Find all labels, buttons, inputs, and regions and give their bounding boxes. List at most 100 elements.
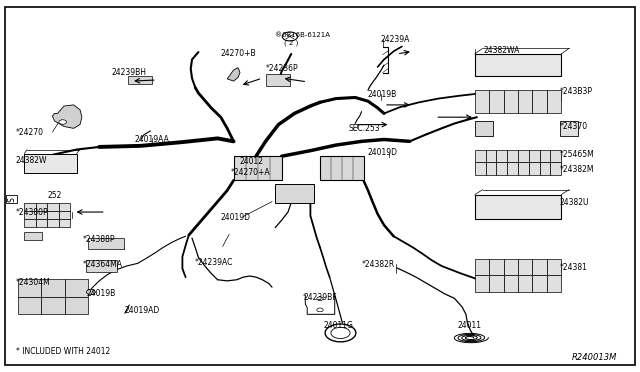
Text: *24239AC: *24239AC <box>195 258 234 267</box>
Bar <box>540 150 550 162</box>
Bar <box>475 162 486 175</box>
Bar <box>59 211 70 219</box>
Bar <box>475 90 489 113</box>
Bar <box>486 150 497 162</box>
Bar <box>86 260 117 272</box>
Bar <box>42 297 65 314</box>
Text: *24304M: *24304M <box>16 278 51 287</box>
Bar <box>518 259 532 275</box>
Bar <box>518 150 529 162</box>
Circle shape <box>59 120 67 124</box>
Text: 24239A: 24239A <box>381 35 410 44</box>
Text: *24382M: *24382M <box>560 165 595 174</box>
Bar <box>508 150 518 162</box>
Text: 24382U: 24382U <box>560 198 589 207</box>
Bar <box>532 90 547 113</box>
Polygon shape <box>52 105 82 128</box>
Text: *24382R: *24382R <box>362 260 395 269</box>
Text: *24381: *24381 <box>560 263 588 272</box>
Text: 24019D: 24019D <box>368 148 398 157</box>
Text: *24270: *24270 <box>16 128 44 137</box>
Text: 24382WA: 24382WA <box>483 46 520 55</box>
Bar <box>18 297 42 314</box>
Bar <box>497 162 508 175</box>
Text: 24019B: 24019B <box>368 90 397 99</box>
Bar <box>504 275 518 292</box>
Bar <box>47 211 59 219</box>
Bar <box>497 150 508 162</box>
Bar <box>504 90 518 113</box>
Text: *24370: *24370 <box>560 122 588 131</box>
Text: *243B3P: *243B3P <box>560 87 593 96</box>
Bar <box>547 275 561 292</box>
Text: *24380P: *24380P <box>16 208 49 217</box>
Bar <box>550 150 561 162</box>
Text: 24019D: 24019D <box>221 213 251 222</box>
Bar <box>128 76 152 84</box>
Bar <box>529 162 540 175</box>
Bar <box>529 150 540 162</box>
Text: 24012: 24012 <box>240 157 264 166</box>
Bar <box>489 275 504 292</box>
Text: 24239BH: 24239BH <box>112 68 147 77</box>
Text: *24270+A: *24270+A <box>230 169 270 177</box>
Bar <box>550 162 561 175</box>
Text: 24270+B: 24270+B <box>221 49 257 58</box>
Bar <box>65 297 88 314</box>
Bar <box>36 219 47 227</box>
Bar <box>532 275 547 292</box>
Bar <box>532 259 547 275</box>
Bar <box>36 211 47 219</box>
Text: *24388P: *24388P <box>83 235 116 244</box>
Text: SEC.253: SEC.253 <box>349 124 380 133</box>
Text: 24019B: 24019B <box>86 289 116 298</box>
Bar <box>234 156 282 180</box>
Text: 252: 252 <box>48 191 62 200</box>
Bar <box>47 219 59 227</box>
Bar <box>65 279 88 297</box>
Bar <box>36 203 47 211</box>
Text: *24236P: *24236P <box>266 64 298 73</box>
Bar <box>24 211 36 219</box>
Bar <box>59 219 70 227</box>
Text: 24019AA: 24019AA <box>134 135 169 144</box>
Text: *24364MA: *24364MA <box>83 260 123 269</box>
Text: 24382W: 24382W <box>16 156 47 165</box>
Text: R240013M: R240013M <box>572 353 618 362</box>
Bar <box>88 238 124 249</box>
Bar <box>518 162 529 175</box>
Bar <box>560 121 578 136</box>
Text: *25465M: *25465M <box>560 150 595 159</box>
Bar <box>475 275 489 292</box>
Bar <box>47 203 59 211</box>
Bar <box>475 121 493 136</box>
Bar <box>475 150 486 162</box>
Bar <box>518 90 532 113</box>
Bar <box>504 259 518 275</box>
Bar <box>547 259 561 275</box>
Text: * INCLUDED WITH 24012: * INCLUDED WITH 24012 <box>16 347 110 356</box>
Bar <box>475 259 489 275</box>
Bar <box>266 74 290 86</box>
Bar <box>18 279 42 297</box>
Text: 24019AD: 24019AD <box>125 306 160 315</box>
Bar <box>475 54 561 76</box>
Text: 24011: 24011 <box>458 321 481 330</box>
Bar <box>24 219 36 227</box>
Bar <box>24 232 42 240</box>
Circle shape <box>86 289 95 295</box>
Bar <box>547 90 561 113</box>
Bar <box>24 203 36 211</box>
Bar <box>518 275 532 292</box>
Bar <box>489 90 504 113</box>
Bar <box>275 184 314 203</box>
Text: 24239BF: 24239BF <box>304 293 338 302</box>
Bar <box>320 156 364 180</box>
Bar <box>59 203 70 211</box>
Text: 24011G: 24011G <box>323 321 353 330</box>
Bar <box>475 195 561 219</box>
Bar <box>489 259 504 275</box>
Text: S: S <box>7 196 16 202</box>
Bar <box>42 279 65 297</box>
Bar <box>24 154 77 173</box>
